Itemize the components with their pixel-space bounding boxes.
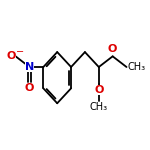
Text: O: O: [94, 85, 103, 95]
Text: CH₃: CH₃: [128, 62, 146, 72]
Text: N: N: [25, 62, 34, 72]
Text: CH₃: CH₃: [90, 102, 108, 112]
Text: O: O: [6, 51, 16, 61]
Text: O: O: [25, 83, 34, 93]
Text: O: O: [108, 44, 117, 54]
Text: −: −: [16, 47, 24, 57]
